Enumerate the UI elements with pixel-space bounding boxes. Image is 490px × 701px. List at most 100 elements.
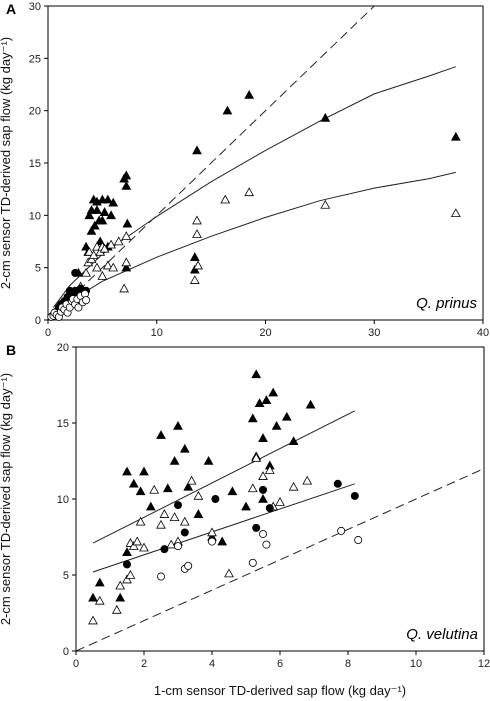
x-tick-label: 8 bbox=[345, 658, 351, 670]
data-point-triangle-open bbox=[88, 615, 98, 625]
data-point-triangle-filled bbox=[97, 215, 108, 225]
data-point-triangle-open bbox=[119, 283, 130, 293]
y-axis-label: 2-cm sensor TD-derived sap flow (kg day⁻… bbox=[0, 37, 13, 289]
x-tick-label: 6 bbox=[277, 658, 283, 670]
data-point-triangle-filled bbox=[203, 455, 214, 465]
data-point-triangle-filled bbox=[108, 197, 119, 207]
data-point-triangle-open bbox=[220, 194, 231, 204]
data-point-triangle-open bbox=[149, 484, 160, 494]
data-point-triangle-filled bbox=[121, 262, 132, 272]
y-tick-label: 30 bbox=[29, 1, 41, 13]
data-point-circle-open bbox=[248, 558, 257, 567]
y-tick-label: 25 bbox=[29, 53, 41, 65]
data-point-triangle-open bbox=[302, 475, 313, 485]
data-point-triangle-filled bbox=[169, 455, 180, 465]
data-point-triangle-open bbox=[139, 542, 149, 552]
data-point-triangle-filled bbox=[122, 466, 132, 476]
data-point-triangle-filled bbox=[99, 207, 110, 216]
data-point-triangle-open bbox=[258, 471, 268, 480]
data-point-triangle-open bbox=[156, 519, 166, 529]
data-point-triangle-open bbox=[122, 574, 132, 584]
data-point-circle-filled bbox=[71, 268, 80, 277]
data-point-triangle-filled bbox=[173, 421, 183, 430]
data-point-triangle-filled bbox=[89, 220, 100, 230]
data-point-triangle-open bbox=[132, 536, 143, 546]
data-point-triangle-open bbox=[186, 475, 197, 485]
data-point-circle-open bbox=[337, 526, 346, 535]
data-point-triangle-filled bbox=[121, 170, 132, 180]
y-axis-label: 2-cm sensor TD-derived sap flow (kg day⁻… bbox=[0, 373, 13, 625]
data-point-circle-filled bbox=[350, 491, 359, 500]
data-point-triangle-filled bbox=[320, 112, 331, 122]
data-point-triangle-open bbox=[193, 260, 203, 270]
data-point-circle-open bbox=[173, 542, 182, 551]
data-point-triangle-filled bbox=[217, 536, 228, 546]
fit-curve bbox=[92, 410, 356, 544]
data-point-triangle-filled bbox=[193, 509, 204, 518]
y-tick-label: 5 bbox=[63, 570, 69, 582]
x-tick-label: 4 bbox=[209, 658, 215, 670]
species-label: Q. velutina bbox=[406, 626, 478, 643]
data-point-triangle-open bbox=[108, 262, 119, 272]
data-point-triangle-open bbox=[99, 243, 110, 253]
chart-panel-B: 0 2 4 6 8 10 12 0 5 10 15 20 2-cm sensor TD-derived … bbox=[0, 342, 490, 698]
data-point-triangle-open bbox=[288, 481, 299, 491]
y-tick-label: 15 bbox=[29, 158, 41, 170]
data-point-circle-open bbox=[184, 561, 193, 570]
data-point-triangle-open bbox=[115, 580, 126, 590]
data-point-triangle-filled bbox=[86, 226, 97, 235]
data-point-triangle-open bbox=[192, 215, 202, 225]
data-point-triangle-open bbox=[113, 236, 124, 246]
data-point-triangle-filled bbox=[271, 421, 282, 430]
x-tick-label: 20 bbox=[259, 327, 271, 339]
data-point-circle-filled bbox=[173, 501, 182, 510]
data-point-triangle-open bbox=[97, 271, 108, 280]
data-point-circle-filled bbox=[258, 485, 267, 494]
data-point-triangle-filled bbox=[115, 592, 126, 602]
x-tick-label: 40 bbox=[477, 327, 489, 339]
x-tick-label: 10 bbox=[410, 658, 422, 670]
data-point-circle-open bbox=[354, 536, 363, 545]
y-tick-label: 15 bbox=[57, 418, 69, 430]
data-point-triangle-open bbox=[169, 512, 180, 521]
data-point-circle-filled bbox=[333, 479, 342, 488]
data-point-triangle-open bbox=[264, 465, 275, 474]
data-point-triangle-filled bbox=[102, 194, 113, 204]
data-point-triangle-filled bbox=[139, 466, 149, 476]
data-point-triangle-filled bbox=[244, 89, 255, 99]
data-point-triangle-filled bbox=[84, 210, 95, 220]
data-point-triangle-filled bbox=[247, 413, 258, 423]
data-point-triangle-open bbox=[207, 527, 217, 537]
data-point-triangle-filled bbox=[179, 443, 190, 453]
data-point-triangle-open bbox=[81, 267, 91, 277]
x-tick-label: 10 bbox=[151, 327, 163, 339]
data-point-triangle-filled bbox=[135, 486, 146, 496]
species-label: Q. prinus bbox=[416, 295, 477, 312]
data-point-triangle-open bbox=[121, 231, 132, 241]
data-point-triangle-open bbox=[251, 452, 262, 462]
data-point-triangle-filled bbox=[261, 395, 272, 404]
y-tick-label: 10 bbox=[29, 210, 41, 222]
y-tick-label: 0 bbox=[63, 646, 69, 658]
data-point-triangle-filled bbox=[121, 181, 132, 190]
one-to-one-line bbox=[48, 6, 375, 320]
x-tick-label: 0 bbox=[45, 327, 51, 339]
data-point-circle-filled bbox=[211, 494, 220, 503]
data-point-triangle-filled bbox=[162, 483, 173, 493]
data-point-circle-filled bbox=[123, 560, 132, 569]
y-tick-label: 0 bbox=[35, 315, 41, 327]
data-point-triangle-open bbox=[102, 260, 113, 270]
data-point-triangle-filled bbox=[156, 430, 166, 439]
y-tick-label: 20 bbox=[57, 342, 69, 354]
y-tick-label: 10 bbox=[57, 494, 69, 506]
data-point-circle-open bbox=[258, 529, 267, 538]
data-point-triangle-filled bbox=[241, 501, 251, 511]
panel-label: B bbox=[6, 342, 16, 358]
data-point-triangle-open bbox=[94, 595, 105, 605]
fit-curve bbox=[92, 483, 355, 573]
data-point-triangle-filled bbox=[268, 387, 279, 397]
data-point-triangle-filled bbox=[227, 486, 238, 496]
data-point-triangle-open bbox=[320, 199, 331, 209]
data-point-triangle-filled bbox=[94, 577, 105, 587]
